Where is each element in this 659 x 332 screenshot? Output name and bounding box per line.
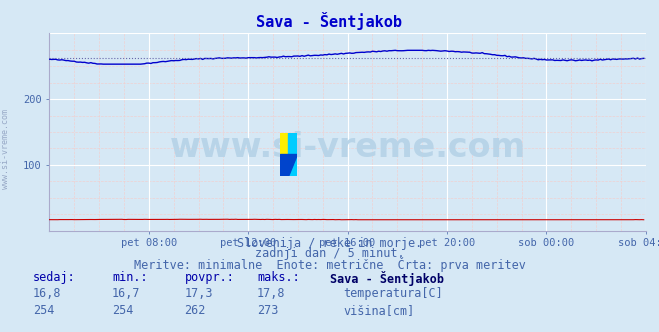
Text: Sava - Šentjakob: Sava - Šentjakob [330,271,444,286]
Text: min.:: min.: [112,271,148,284]
Text: 17,8: 17,8 [257,287,285,300]
Text: Sava - Šentjakob: Sava - Šentjakob [256,12,403,30]
Text: maks.:: maks.: [257,271,300,284]
Bar [280,154,289,176]
Text: 16,8: 16,8 [33,287,61,300]
Text: 254: 254 [33,304,54,317]
Text: 17,3: 17,3 [185,287,213,300]
Text: Meritve: minimalne  Enote: metrične  Črta: prva meritev: Meritve: minimalne Enote: metrične Črta:… [134,257,525,272]
Text: www.si-vreme.com: www.si-vreme.com [169,131,526,164]
Text: 262: 262 [185,304,206,317]
Text: 254: 254 [112,304,133,317]
Polygon shape [289,154,297,176]
Text: sedaj:: sedaj: [33,271,76,284]
Text: višina[cm]: višina[cm] [343,304,415,317]
Text: povpr.:: povpr.: [185,271,235,284]
Text: 273: 273 [257,304,278,317]
Text: 16,7: 16,7 [112,287,140,300]
Text: Slovenija / reke in morje.: Slovenija / reke in morje. [237,237,422,250]
Bar [280,133,289,154]
Text: zadnji dan / 5 minut.: zadnji dan / 5 minut. [254,247,405,260]
Bar [289,133,297,154]
Polygon shape [289,154,297,176]
Text: temperatura[C]: temperatura[C] [343,287,443,300]
Text: www.si-vreme.com: www.si-vreme.com [1,110,10,189]
